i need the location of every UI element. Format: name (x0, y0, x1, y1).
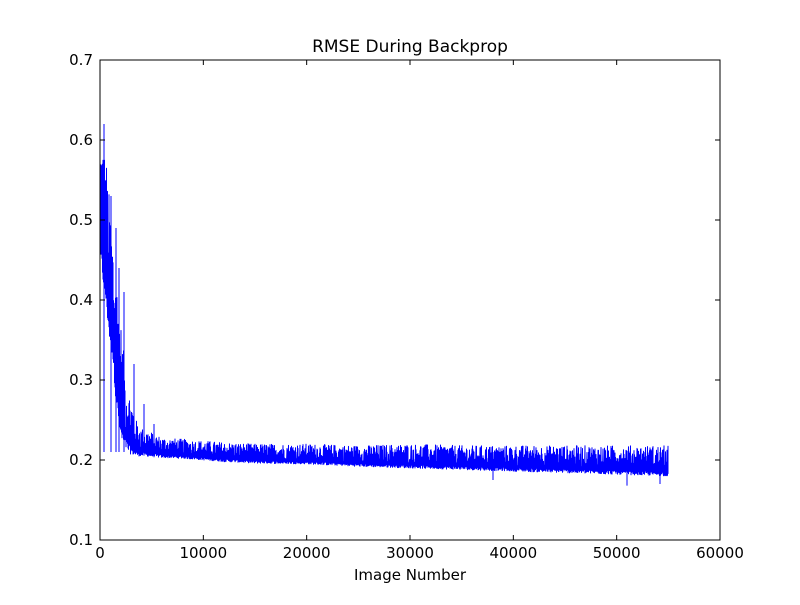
x-tick-label: 30000 (386, 544, 434, 562)
y-tick-label: 0.7 (69, 51, 93, 69)
chart-title: RMSE During Backprop (312, 37, 508, 57)
y-tick-label: 0.3 (69, 371, 93, 389)
y-tick-label: 0.5 (69, 211, 93, 229)
x-axis-label: Image Number (354, 566, 467, 584)
plot-area: 0 10000 20000 30000 40000 50000 60000 0.1 0.2 0.3… (69, 51, 744, 562)
x-tick-label: 40000 (489, 544, 537, 562)
y-tick-label: 0.4 (69, 291, 93, 309)
y-tick-label: 0.6 (69, 131, 93, 149)
y-tick-label: 0.1 (69, 531, 93, 549)
x-tick-label: 60000 (696, 544, 744, 562)
x-tick-label: 50000 (593, 544, 641, 562)
x-tick-label: 10000 (179, 544, 227, 562)
x-tick-label: 20000 (283, 544, 331, 562)
series-0-line (99, 124, 669, 486)
y-tick-label: 0.2 (69, 451, 93, 469)
x-tick-label: 0 (95, 544, 105, 562)
